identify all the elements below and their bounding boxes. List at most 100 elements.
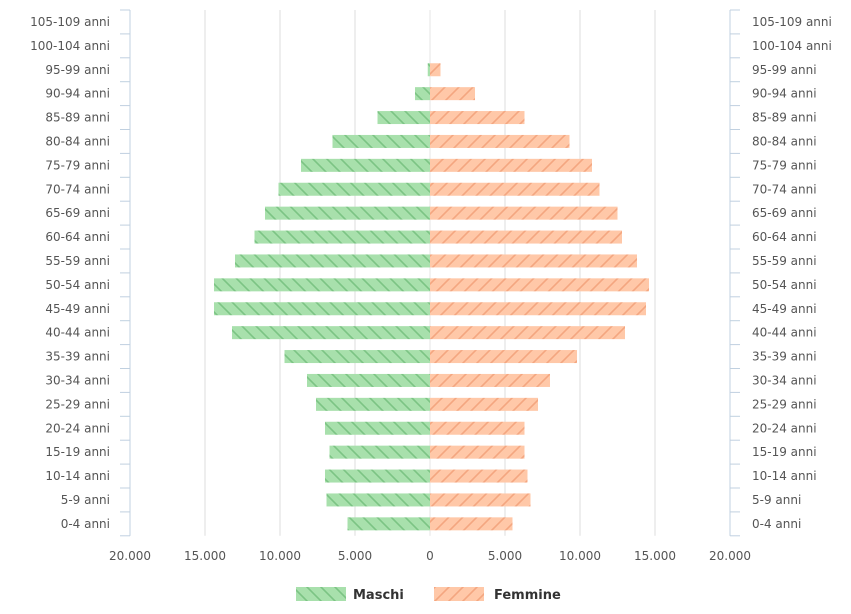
y-tick-label-left: 20-24 anni bbox=[45, 421, 110, 435]
y-tick-label-left: 80-84 anni bbox=[45, 134, 110, 148]
legend-swatch-maschi[interactable] bbox=[296, 587, 346, 601]
bar-femmine[interactable] bbox=[430, 373, 550, 387]
bar-maschi[interactable] bbox=[329, 445, 431, 459]
bar-maschi[interactable] bbox=[326, 493, 431, 507]
bar-maschi[interactable] bbox=[377, 111, 431, 125]
bar-femmine[interactable] bbox=[430, 182, 600, 196]
bar-femmine[interactable] bbox=[430, 397, 538, 411]
bar-maschi[interactable] bbox=[235, 254, 430, 268]
bar-femmine[interactable] bbox=[430, 326, 625, 340]
bar-femmine[interactable] bbox=[430, 230, 622, 244]
bar-femmine[interactable] bbox=[430, 421, 525, 435]
y-tick-label-right: 30-34 anni bbox=[752, 373, 817, 387]
y-tick-label-left: 60-64 anni bbox=[45, 230, 110, 244]
x-tick-label: 10.000 bbox=[559, 549, 601, 563]
bar-femmine[interactable] bbox=[430, 134, 570, 148]
bar-femmine[interactable] bbox=[430, 63, 441, 77]
y-tick-label-left: 5-9 anni bbox=[61, 493, 110, 507]
y-tick-label-left: 55-59 anni bbox=[45, 254, 110, 268]
bar-femmine[interactable] bbox=[430, 302, 646, 316]
y-tick-label-left: 85-89 anni bbox=[45, 111, 110, 125]
bar-femmine[interactable] bbox=[430, 517, 513, 531]
bar-femmine[interactable] bbox=[430, 87, 475, 101]
bar-maschi[interactable] bbox=[284, 350, 431, 364]
legend-label-maschi[interactable]: Maschi bbox=[353, 588, 404, 603]
bar-femmine[interactable] bbox=[430, 350, 577, 364]
x-tick-label: 0 bbox=[426, 549, 434, 563]
y-tick-label-left: 75-79 anni bbox=[45, 158, 110, 172]
bar-femmine[interactable] bbox=[430, 469, 528, 483]
bar-femmine[interactable] bbox=[430, 445, 525, 459]
y-tick-label-left: 65-69 anni bbox=[45, 206, 110, 220]
bar-femmine[interactable] bbox=[430, 278, 649, 292]
bar-maschi[interactable] bbox=[316, 397, 430, 411]
y-tick-label-left: 90-94 anni bbox=[45, 87, 110, 101]
y-tick-label-left: 15-19 anni bbox=[45, 445, 110, 459]
y-tick-label-right: 100-104 anni bbox=[752, 39, 832, 53]
bar-maschi[interactable] bbox=[307, 373, 430, 387]
y-tick-label-right: 5-9 anni bbox=[752, 493, 801, 507]
y-tick-label-right: 45-49 anni bbox=[752, 302, 817, 316]
y-tick-label-right: 10-14 anni bbox=[752, 469, 817, 483]
bar-maschi[interactable] bbox=[301, 158, 430, 172]
bar-maschi[interactable] bbox=[232, 326, 430, 340]
y-tick-label-right: 95-99 anni bbox=[752, 63, 817, 77]
y-tick-label-right: 15-19 anni bbox=[752, 445, 817, 459]
bar-femmine[interactable] bbox=[430, 254, 637, 268]
bar-maschi[interactable] bbox=[347, 517, 431, 531]
x-tick-label: 15.000 bbox=[184, 549, 226, 563]
legend-swatch-femmine[interactable] bbox=[434, 587, 484, 601]
x-tick-labels: 20.000 15.000 10.000 5.000 0 5.000 10.000 15.00… bbox=[109, 549, 751, 563]
bar-maschi[interactable] bbox=[254, 230, 431, 244]
y-tick-label-right: 0-4 anni bbox=[752, 517, 801, 531]
x-tick-label: 15.000 bbox=[634, 549, 676, 563]
y-tick-label-right: 70-74 anni bbox=[752, 182, 817, 196]
y-tick-label-right: 90-94 anni bbox=[752, 87, 817, 101]
bar-maschi[interactable] bbox=[214, 302, 430, 316]
y-tick-label-left: 95-99 anni bbox=[45, 63, 110, 77]
bar-maschi[interactable] bbox=[278, 182, 431, 196]
legend: Maschi Femmine bbox=[296, 587, 561, 603]
bar-femmine[interactable] bbox=[430, 493, 531, 507]
y-tick-label-right: 80-84 anni bbox=[752, 134, 817, 148]
bar-maschi[interactable] bbox=[415, 87, 430, 101]
bar-maschi[interactable] bbox=[427, 63, 430, 77]
y-tick-label-left: 100-104 anni bbox=[30, 39, 110, 53]
legend-label-femmine[interactable]: Femmine bbox=[494, 588, 561, 603]
y-tick-label-left: 30-34 anni bbox=[45, 373, 110, 387]
y-tick-label-right: 50-54 anni bbox=[752, 278, 817, 292]
y-tick-label-right: 75-79 anni bbox=[752, 158, 817, 172]
y-tick-label-left: 105-109 anni bbox=[30, 15, 110, 29]
bar-maschi[interactable] bbox=[325, 469, 430, 483]
y-tick-label-left: 25-29 anni bbox=[45, 397, 110, 411]
y-tick-labels-right: 0-4 anni 5-9 anni 10-14 anni 15-19 anni 20-2… bbox=[752, 15, 832, 531]
y-tick-label-right: 105-109 anni bbox=[752, 15, 832, 29]
x-tick-label: 5.000 bbox=[488, 549, 522, 563]
y-tick-label-left: 40-44 anni bbox=[45, 326, 110, 340]
bar-femmine[interactable] bbox=[430, 158, 592, 172]
bar-maschi[interactable] bbox=[332, 134, 431, 148]
y-tick-label-right: 85-89 anni bbox=[752, 111, 817, 125]
y-tick-labels-left: 0-4 anni 5-9 anni 10-14 anni 15-19 anni 20-2… bbox=[30, 15, 110, 531]
y-tick-label-left: 70-74 anni bbox=[45, 182, 110, 196]
y-tick-label-left: 10-14 anni bbox=[45, 469, 110, 483]
bar-femmine[interactable] bbox=[430, 206, 618, 220]
y-tick-label-right: 60-64 anni bbox=[752, 230, 817, 244]
y-tick-label-left: 35-39 anni bbox=[45, 350, 110, 364]
y-tick-label-right: 40-44 anni bbox=[752, 326, 817, 340]
y-tick-label-left: 50-54 anni bbox=[45, 278, 110, 292]
bar-femmine[interactable] bbox=[430, 111, 525, 125]
y-tick-label-left: 45-49 anni bbox=[45, 302, 110, 316]
y-tick-label-right: 25-29 anni bbox=[752, 397, 817, 411]
x-tick-label: 20.000 bbox=[709, 549, 751, 563]
x-tick-label: 10.000 bbox=[259, 549, 301, 563]
bar-maschi[interactable] bbox=[325, 421, 430, 435]
y-tick-label-left: 0-4 anni bbox=[61, 517, 110, 531]
y-tick-label-right: 35-39 anni bbox=[752, 350, 817, 364]
y-tick-label-right: 20-24 anni bbox=[752, 421, 817, 435]
bar-maschi[interactable] bbox=[214, 278, 430, 292]
bar-maschi[interactable] bbox=[265, 206, 430, 220]
y-tick-label-right: 65-69 anni bbox=[752, 206, 817, 220]
x-tick-label: 20.000 bbox=[109, 549, 151, 563]
x-tick-label: 5.000 bbox=[338, 549, 372, 563]
